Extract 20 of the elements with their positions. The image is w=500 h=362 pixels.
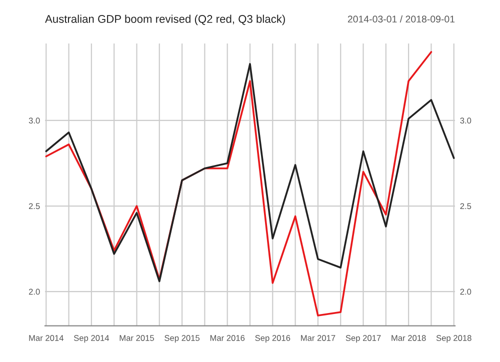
x-tick-label: Mar 2018 [392, 335, 426, 341]
y2-tick-label: 3.0 [460, 118, 472, 124]
x-tick-label: Mar 2017 [301, 335, 336, 341]
x-tick-label: Sep 2014 [74, 335, 110, 343]
x-tick-label: Mar 2014 [29, 335, 64, 341]
x-tick-label: Sep 2015 [164, 335, 200, 343]
x-tick-label: Mar 2016 [210, 335, 245, 341]
x-tick-label: Sep 2018 [436, 335, 472, 343]
y-tick-label: 2.0 [28, 288, 40, 295]
y2-tick-label: 2.0 [460, 288, 472, 295]
y-tick-label: 2.5 [28, 203, 40, 210]
chart-title: Australian GDP boom revised (Q2 red, Q3 black) [45, 14, 285, 26]
y-tick-label: 3.0 [28, 118, 40, 124]
line-series [45, 63, 455, 282]
x-tick-label: Mar 2015 [120, 335, 154, 341]
y2-tick-label: 2.5 [460, 203, 472, 210]
line-series [45, 51, 432, 316]
x-tick-label: Sep 2016 [255, 335, 290, 343]
chart-subtitle: 2014-03-01 / 2018-09-01 [348, 15, 455, 23]
x-tick-label: Sep 2017 [346, 335, 381, 343]
